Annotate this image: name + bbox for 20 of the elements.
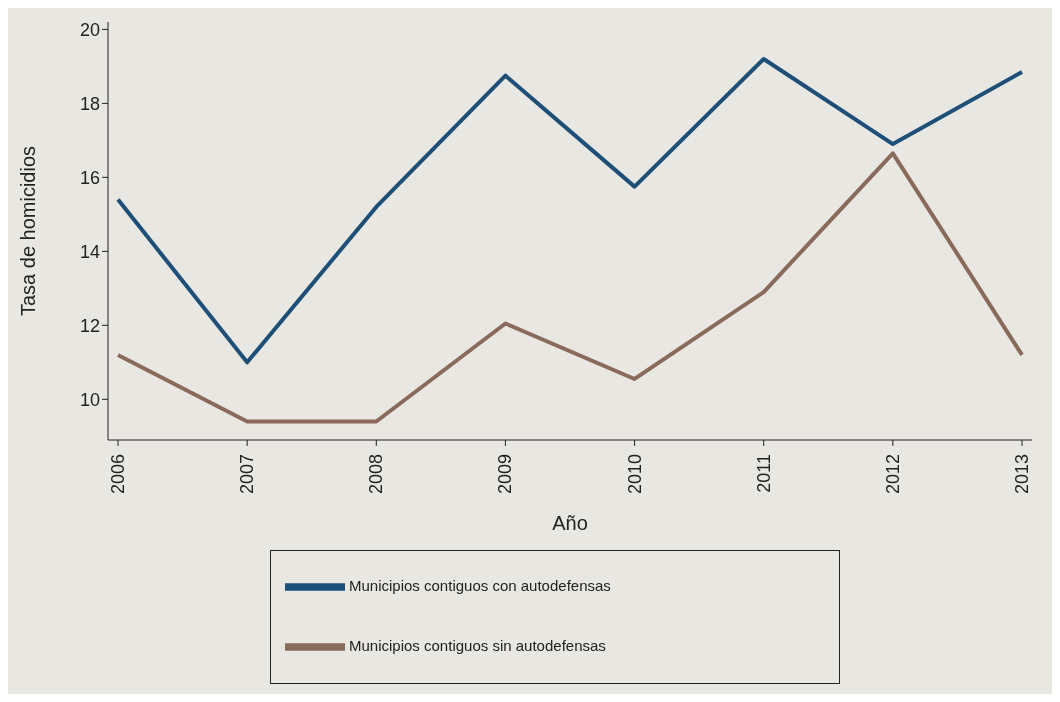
- y-axis-title: Tasa de homicidios: [17, 145, 40, 317]
- y-tick-label: 18: [79, 93, 100, 114]
- x-tick-label: 2008: [366, 454, 387, 495]
- legend-label: Municipios contiguos sin autodefensas: [349, 636, 606, 654]
- x-tick-label: 2013: [1012, 454, 1032, 495]
- line-series: [116, 56, 1024, 365]
- y-tick-label: 14: [79, 241, 100, 262]
- x-axis-title: Año: [552, 512, 588, 534]
- y-tick-label: 10: [79, 389, 100, 410]
- x-tick-label: 2009: [495, 454, 516, 495]
- x-tick-label: 2011: [753, 454, 774, 493]
- x-tick-label: 2007: [237, 454, 258, 495]
- y-tick-label: 16: [79, 167, 100, 188]
- x-tick-label: 2006: [108, 454, 128, 495]
- y-tick-label: 20: [79, 19, 100, 40]
- legend-label: Municipios contiguos con autodefensas: [349, 576, 611, 594]
- x-tick-label: 2010: [624, 454, 645, 495]
- y-tick-label: 12: [79, 315, 100, 336]
- x-tick-label: 2012: [882, 454, 903, 495]
- line-series: [116, 151, 1024, 424]
